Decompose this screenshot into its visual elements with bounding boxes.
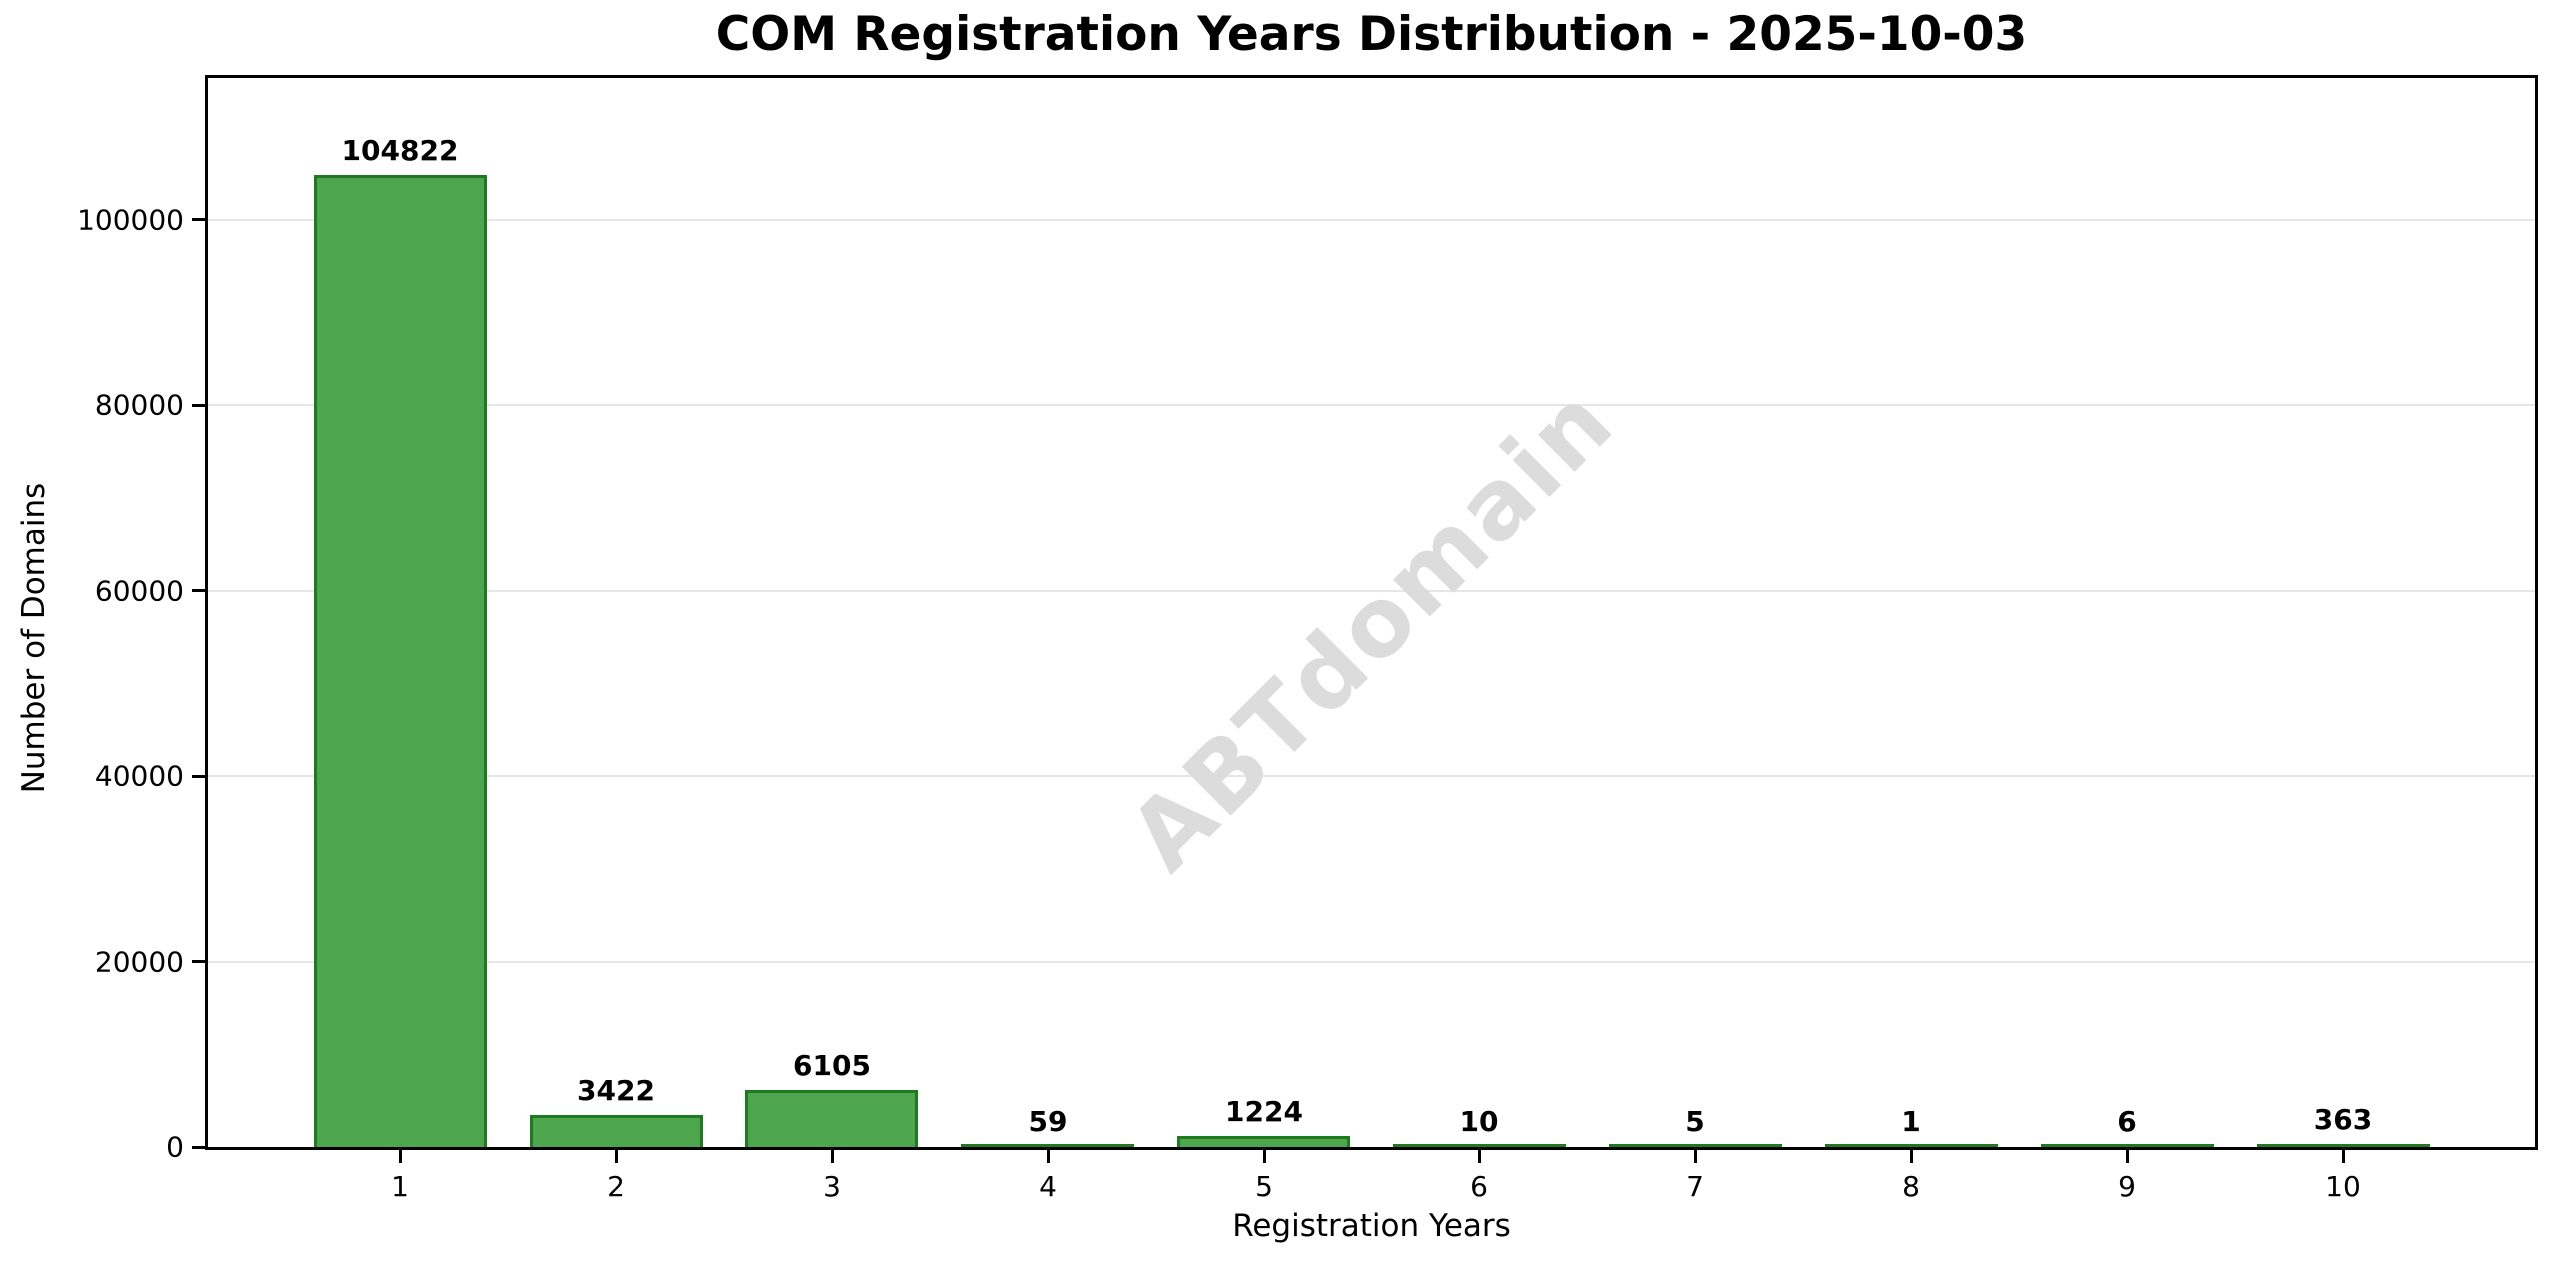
x-tick-mark (1263, 1150, 1266, 1163)
x-tick-label: 3 (823, 1170, 841, 1203)
bar-year-3 (745, 1090, 918, 1147)
bar-value-label: 3422 (577, 1074, 655, 1107)
gridline (208, 775, 2535, 778)
gridline (208, 960, 2535, 963)
x-axis-label: Registration Years (1232, 1208, 1511, 1244)
y-tick-mark (192, 218, 205, 221)
y-tick-mark (192, 404, 205, 407)
x-tick-mark (615, 1150, 618, 1163)
gridline (208, 589, 2535, 592)
bar-value-label: 363 (2313, 1103, 2373, 1136)
x-tick-mark (1047, 1150, 1050, 1163)
bar-year-6 (1393, 1144, 1566, 1147)
x-tick-mark (831, 1150, 834, 1163)
bar-value-label: 104822 (341, 134, 459, 167)
bar-year-4 (961, 1144, 1134, 1147)
plot-area: 104822 3422 6105 59 1224 10 5 1 6 363 (205, 75, 2538, 1150)
bar-year-10 (2257, 1144, 2430, 1147)
bar-year-2 (530, 1115, 703, 1147)
bar-value-label: 1 (1901, 1105, 1921, 1138)
bar-value-label: 6 (2117, 1105, 2137, 1138)
bar-year-1 (314, 175, 487, 1147)
x-tick-mark (1694, 1150, 1697, 1163)
bar-year-8 (1825, 1144, 1998, 1147)
x-tick-mark (2126, 1150, 2129, 1163)
x-tick-label: 8 (1902, 1170, 1920, 1203)
bar-year-9 (2041, 1144, 2214, 1147)
x-tick-label: 10 (2325, 1170, 2361, 1203)
gridline (208, 404, 2535, 407)
y-tick-label: 40000 (94, 759, 184, 793)
y-tick-label: 60000 (94, 574, 184, 608)
y-tick-mark (192, 1146, 205, 1149)
y-tick-mark (192, 589, 205, 592)
x-tick-mark (1478, 1150, 1481, 1163)
y-tick-label: 100000 (77, 203, 184, 237)
bar-year-5 (1177, 1136, 1350, 1147)
bar-value-label: 10 (1459, 1105, 1499, 1138)
x-tick-label: 4 (1039, 1170, 1057, 1203)
x-tick-mark (1910, 1150, 1913, 1163)
y-tick-mark (192, 960, 205, 963)
x-tick-mark (2342, 1150, 2345, 1163)
x-tick-mark (399, 1150, 402, 1163)
bar-value-label: 59 (1028, 1105, 1068, 1138)
y-tick-label: 0 (166, 1130, 184, 1164)
y-tick-label: 20000 (94, 945, 184, 979)
y-tick-label: 80000 (94, 388, 184, 422)
bar-value-label: 1224 (1225, 1095, 1303, 1128)
x-tick-label: 7 (1686, 1170, 1704, 1203)
bar-value-label: 6105 (793, 1049, 871, 1082)
x-tick-label: 5 (1255, 1170, 1273, 1203)
x-tick-label: 9 (2118, 1170, 2136, 1203)
x-tick-label: 1 (391, 1170, 409, 1203)
chart-title: COM Registration Years Distribution - 20… (715, 7, 2028, 62)
bar-year-7 (1609, 1144, 1782, 1147)
x-tick-label: 6 (1470, 1170, 1488, 1203)
x-tick-label: 2 (607, 1170, 625, 1203)
bar-value-label: 5 (1685, 1105, 1705, 1138)
gridline (208, 218, 2535, 221)
y-tick-mark (192, 775, 205, 778)
y-axis-label: Number of Domains (16, 482, 52, 794)
